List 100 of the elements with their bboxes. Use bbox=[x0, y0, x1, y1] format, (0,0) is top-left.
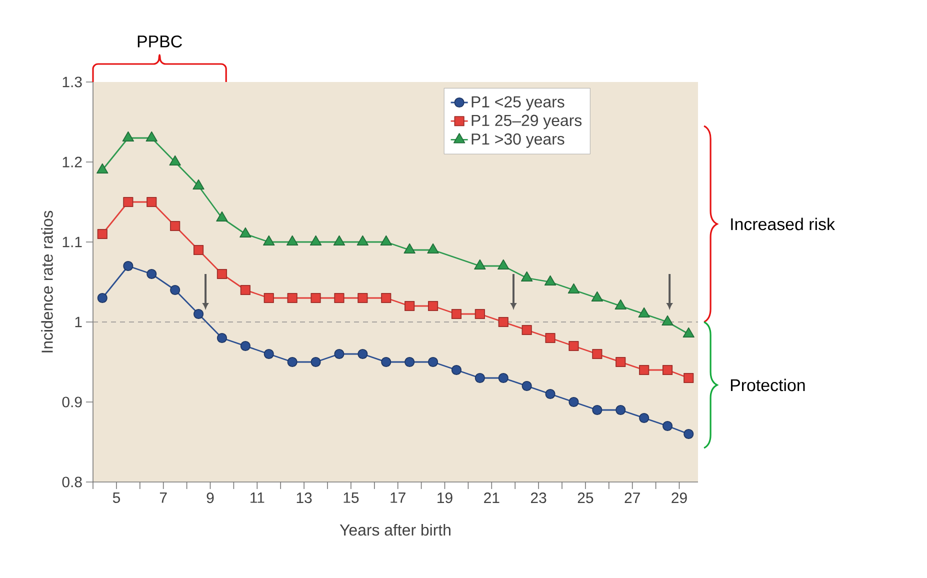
y-tick-label: 1.3 bbox=[62, 76, 82, 88]
point bbox=[662, 364, 673, 376]
point bbox=[286, 235, 298, 246]
point bbox=[356, 235, 368, 246]
point bbox=[568, 283, 580, 294]
point bbox=[240, 227, 252, 238]
text: PPBC bbox=[138, 35, 182, 48]
point bbox=[170, 284, 180, 296]
x-tick-label: 13 bbox=[296, 492, 312, 504]
point bbox=[544, 275, 556, 286]
point bbox=[498, 259, 510, 270]
point bbox=[264, 292, 274, 304]
point bbox=[474, 372, 485, 384]
point bbox=[381, 356, 392, 368]
point bbox=[522, 380, 532, 392]
point bbox=[333, 235, 346, 246]
point bbox=[451, 308, 462, 320]
point bbox=[498, 372, 508, 384]
x-tick-label: 11 bbox=[250, 492, 264, 503]
point bbox=[169, 155, 181, 166]
point bbox=[334, 348, 344, 360]
point bbox=[358, 348, 368, 360]
x-tick-label: 27 bbox=[624, 492, 640, 503]
point bbox=[427, 243, 439, 254]
point bbox=[122, 131, 134, 142]
point bbox=[216, 268, 228, 280]
point bbox=[264, 348, 274, 360]
point bbox=[240, 284, 250, 296]
point bbox=[498, 316, 508, 328]
point bbox=[684, 428, 694, 440]
y-tick-label: 0.9 bbox=[62, 396, 82, 408]
point bbox=[545, 332, 556, 344]
point bbox=[240, 340, 250, 352]
x-axis-title: Years after birth bbox=[340, 524, 450, 536]
point bbox=[123, 260, 134, 272]
point bbox=[592, 348, 602, 360]
point bbox=[639, 364, 650, 376]
point bbox=[192, 179, 204, 190]
x-tick-label: 19 bbox=[438, 492, 452, 504]
point bbox=[380, 235, 392, 246]
point bbox=[662, 315, 674, 326]
point bbox=[568, 396, 579, 408]
point bbox=[404, 300, 415, 312]
point bbox=[193, 308, 204, 320]
text: Increased risk bbox=[731, 218, 836, 230]
y-tick-label: 1 bbox=[75, 316, 82, 328]
point bbox=[193, 244, 204, 256]
point bbox=[682, 327, 694, 338]
point bbox=[592, 404, 602, 416]
point bbox=[334, 292, 344, 304]
y-axis-title: Incidence rate ratios bbox=[41, 210, 53, 352]
point bbox=[146, 131, 158, 142]
point bbox=[381, 292, 392, 304]
x-tick-label: 21 bbox=[484, 492, 500, 503]
point bbox=[310, 356, 321, 368]
point bbox=[451, 364, 462, 376]
point bbox=[662, 420, 673, 432]
point bbox=[474, 308, 485, 320]
x-tick-label: 9 bbox=[206, 492, 214, 504]
point bbox=[568, 340, 579, 352]
legend-label: P1 >30 years bbox=[472, 133, 564, 148]
point bbox=[96, 163, 108, 174]
point bbox=[310, 235, 322, 246]
x-tick-label: 29 bbox=[672, 492, 687, 504]
point bbox=[404, 356, 415, 368]
point bbox=[287, 356, 298, 368]
x-tick-label: 7 bbox=[160, 492, 167, 503]
point bbox=[616, 404, 626, 416]
point bbox=[545, 388, 556, 400]
point bbox=[591, 291, 603, 302]
x-tick-label: 5 bbox=[112, 492, 120, 503]
point bbox=[614, 299, 626, 310]
y-tick-label: 1.2 bbox=[62, 156, 82, 168]
point bbox=[123, 196, 134, 208]
point bbox=[358, 292, 368, 304]
point bbox=[428, 356, 438, 368]
point bbox=[522, 324, 532, 336]
point bbox=[97, 292, 108, 304]
point bbox=[638, 307, 650, 318]
point bbox=[616, 356, 626, 368]
point bbox=[310, 292, 321, 304]
point bbox=[97, 228, 108, 240]
point bbox=[404, 243, 416, 254]
point bbox=[216, 211, 228, 222]
y-tick-label: 1.1 bbox=[62, 236, 82, 248]
point bbox=[639, 412, 650, 424]
x-tick-label: 23 bbox=[530, 492, 546, 504]
point bbox=[521, 271, 533, 282]
point bbox=[216, 332, 228, 344]
point bbox=[428, 300, 438, 312]
x-tick-label: 25 bbox=[578, 492, 594, 504]
point bbox=[263, 235, 275, 246]
legend-label: P1 <25 years bbox=[472, 96, 564, 111]
point bbox=[146, 196, 157, 208]
point bbox=[146, 268, 157, 280]
x-tick-label: 17 bbox=[390, 492, 406, 503]
point bbox=[684, 372, 694, 384]
point bbox=[170, 220, 180, 232]
text: Protection bbox=[730, 378, 805, 392]
y-tick-label: 0.8 bbox=[62, 476, 82, 488]
